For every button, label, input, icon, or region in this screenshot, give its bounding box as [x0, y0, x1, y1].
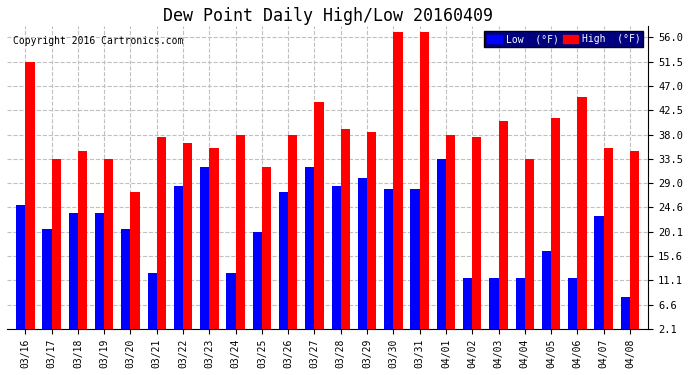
Bar [69, 213, 78, 340]
Legend: Low  (°F), High  (°F): Low (°F), High (°F) [484, 32, 644, 47]
Bar [104, 159, 113, 340]
Bar [148, 273, 157, 340]
Bar [315, 102, 324, 340]
Bar [446, 135, 455, 340]
Bar [341, 129, 350, 340]
Bar [42, 230, 52, 340]
Bar [121, 230, 130, 340]
Bar [358, 178, 367, 340]
Bar [26, 62, 34, 340]
Text: Copyright 2016 Cartronics.com: Copyright 2016 Cartronics.com [13, 36, 184, 46]
Bar [52, 159, 61, 340]
Bar [411, 189, 420, 340]
Bar [16, 205, 26, 340]
Bar [621, 297, 630, 340]
Bar [236, 135, 245, 340]
Bar [568, 278, 578, 340]
Bar [630, 151, 639, 340]
Bar [525, 159, 534, 340]
Bar [384, 189, 393, 340]
Bar [437, 159, 446, 340]
Bar [174, 186, 183, 340]
Bar [420, 32, 429, 340]
Bar [463, 278, 472, 340]
Bar [367, 132, 376, 340]
Bar [209, 148, 219, 340]
Bar [305, 167, 315, 340]
Bar [95, 213, 104, 340]
Bar [498, 121, 508, 340]
Bar [157, 137, 166, 340]
Bar [515, 278, 525, 340]
Bar [279, 192, 288, 340]
Bar [262, 167, 271, 340]
Bar [183, 143, 193, 340]
Bar [253, 232, 262, 340]
Bar [200, 167, 209, 340]
Bar [578, 97, 586, 340]
Bar [472, 137, 482, 340]
Bar [551, 118, 560, 340]
Title: Dew Point Daily High/Low 20160409: Dew Point Daily High/Low 20160409 [163, 7, 493, 25]
Bar [393, 32, 402, 340]
Bar [595, 216, 604, 340]
Bar [604, 148, 613, 340]
Bar [489, 278, 498, 340]
Bar [542, 251, 551, 340]
Bar [226, 273, 236, 340]
Bar [130, 192, 139, 340]
Bar [78, 151, 87, 340]
Bar [332, 186, 341, 340]
Bar [288, 135, 297, 340]
